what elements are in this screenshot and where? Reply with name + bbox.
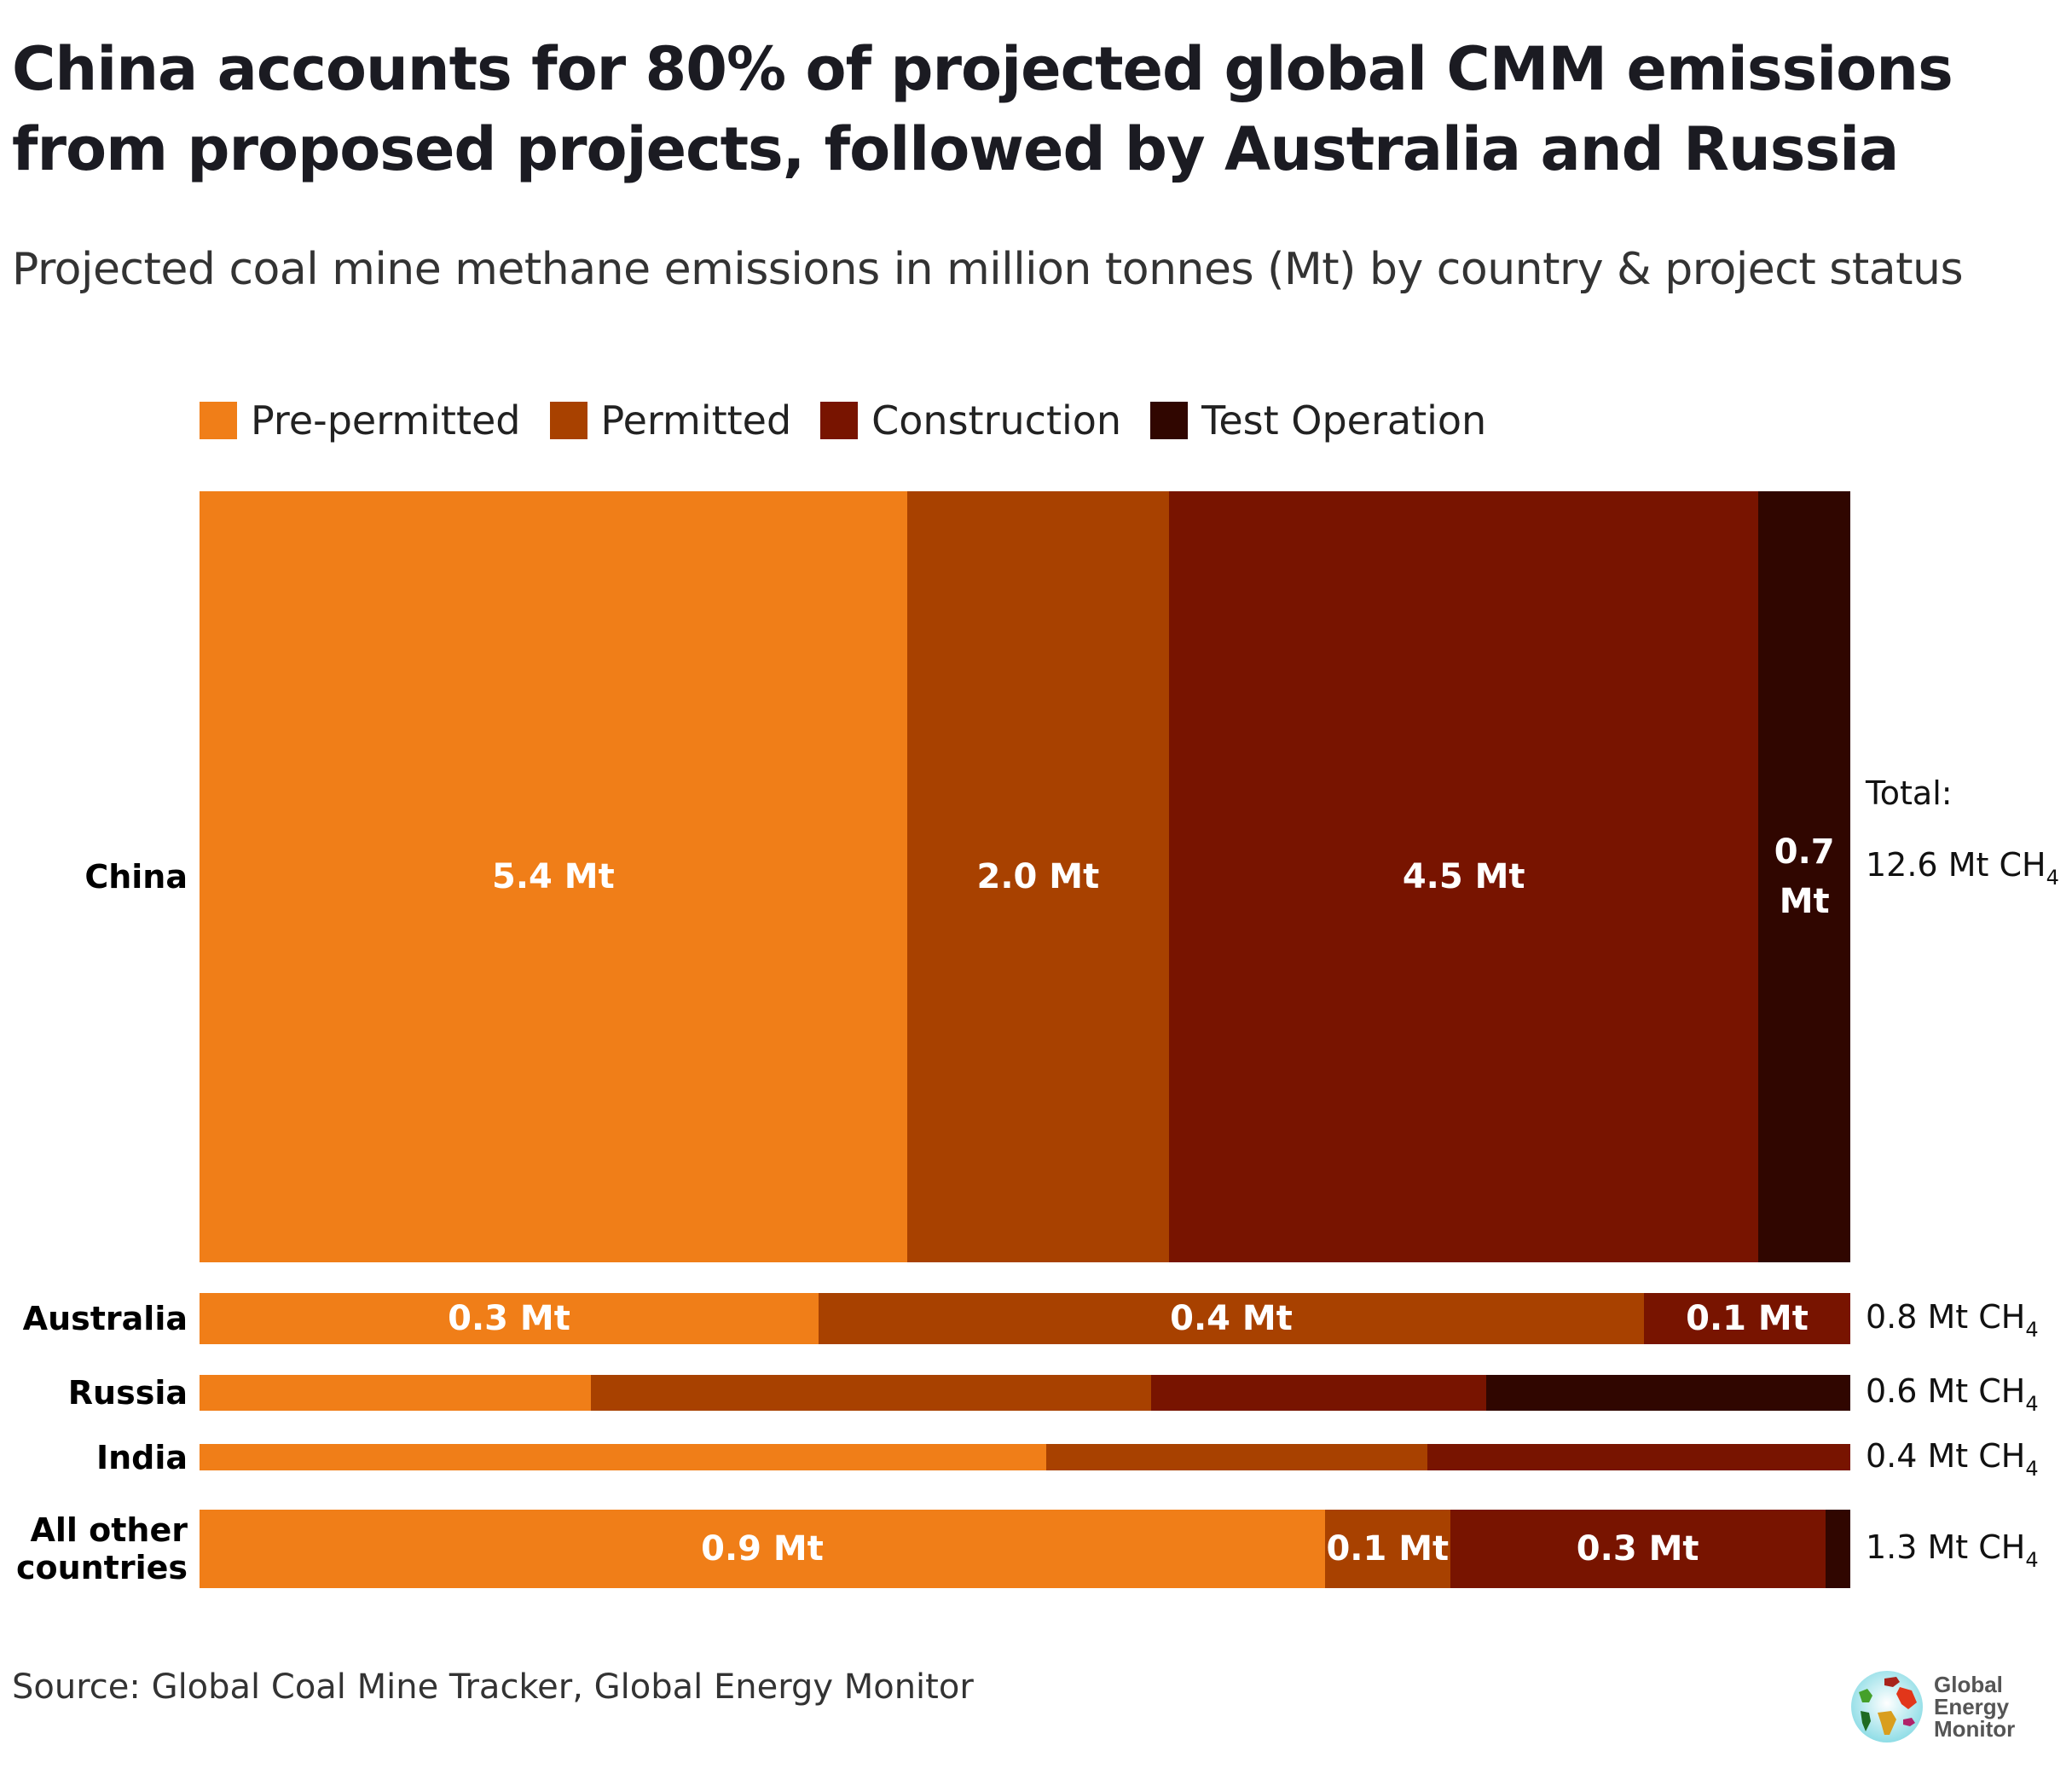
bar-segment-permitted [1045, 1444, 1427, 1470]
total-value: 0.8 Mt CH4 [1866, 1298, 2039, 1342]
bar-segment-permitted: 0.4 Mt [819, 1293, 1644, 1344]
data-label: 0.3 Mt [448, 1299, 570, 1338]
total-label: 0.6 Mt CH4 [1866, 1372, 2039, 1416]
legend-label: Test Operation [1201, 397, 1487, 444]
legend-swatch [1150, 402, 1189, 439]
category-label: India [95, 1438, 188, 1476]
bar-segment-permitted [591, 1375, 1151, 1411]
bar-segment-construction: 0.3 Mt [1450, 1510, 1826, 1588]
bar-segment-test-operation [1825, 1510, 1850, 1588]
bar-segment-construction: 0.1 Mt [1644, 1293, 1850, 1344]
gem-logo-text: Global Energy Monitor [1934, 1673, 2015, 1740]
bar-segment-construction [1150, 1375, 1487, 1411]
logo-line: Energy [1934, 1694, 2010, 1719]
bar-segment-pre-permitted [200, 1375, 592, 1411]
data-label: 0.4 Mt [1170, 1299, 1293, 1338]
data-label: 4.5 Mt [1402, 857, 1525, 896]
legend-label: Construction [871, 397, 1122, 444]
total-value: 12.6 Mt CH4 [1866, 846, 2059, 890]
legend-item: Test Operation [1150, 397, 1486, 444]
data-label: 0.3 Mt [1576, 1529, 1699, 1569]
subscript: 4 [2025, 1456, 2039, 1481]
legend-swatch [820, 402, 859, 439]
data-label: 0.1 Mt [1686, 1299, 1809, 1338]
legend-item: Permitted [549, 397, 792, 444]
total-value: 0.4 Mt CH4 [1866, 1436, 2039, 1481]
bar-india [200, 1444, 1850, 1470]
gem-logo: Global Energy Monitor [1850, 1670, 2015, 1743]
total-label: 0.8 Mt CH4 [1866, 1298, 2039, 1342]
data-label: 0.7 Mt [1774, 832, 1835, 921]
bar-segment-construction: 4.5 Mt [1169, 491, 1759, 1262]
chart-subtitle: Projected coal mine methane emissions in… [12, 244, 1964, 295]
legend: Pre-permitted Permitted Construction Test O… [200, 397, 1515, 444]
bar-segment-permitted: 2.0 Mt [906, 491, 1169, 1262]
category-label: Australia [22, 1300, 188, 1337]
category-label: All other countries [15, 1511, 188, 1586]
data-label: 2.0 Mt [976, 857, 1100, 896]
data-label: 0.1 Mt [1326, 1529, 1450, 1569]
total-prefix: Total: [1866, 774, 1953, 812]
bar-australia: 0.3 Mt 0.4 Mt 0.1 Mt [200, 1293, 1850, 1344]
legend-item: Construction [820, 397, 1121, 444]
subscript: 4 [2046, 866, 2059, 890]
subscript: 4 [2025, 1392, 2039, 1416]
data-label: 5.4 Mt [491, 857, 615, 896]
bar-segment-pre-permitted [200, 1444, 1046, 1470]
bar-china: 5.4 Mt 2.0 Mt 4.5 Mt 0.7 Mt [200, 491, 1850, 1262]
source-note: Source: Global Coal Mine Tracker, Global… [12, 1667, 974, 1707]
subscript: 4 [2025, 1318, 2039, 1342]
bar-russia [200, 1375, 1850, 1411]
legend-item: Pre-permitted [200, 397, 521, 444]
legend-label: Pre-permitted [251, 397, 521, 444]
bar-segment-pre-permitted: 5.4 Mt [200, 491, 907, 1262]
total-label: Total: 12.6 Mt CH4 [1866, 774, 2059, 890]
chart-title: China accounts for 80% of projected glob… [12, 34, 1953, 184]
globe-icon [1851, 1671, 1923, 1743]
category-label: China [84, 858, 188, 896]
bar-segment-test-operation [1486, 1375, 1850, 1411]
data-label: 0.9 Mt [701, 1529, 824, 1569]
total-label: 1.3 Mt CH4 [1866, 1528, 2039, 1572]
bar-all-other-countries: 0.9 Mt 0.1 Mt 0.3 Mt [200, 1510, 1850, 1588]
legend-label: Permitted [600, 397, 792, 444]
bar-segment-pre-permitted: 0.3 Mt [200, 1293, 819, 1344]
bar-segment-test-operation: 0.7 Mt [1758, 491, 1850, 1262]
legend-swatch [200, 402, 237, 439]
total-label: 0.4 Mt CH4 [1866, 1437, 2039, 1481]
bar-segment-pre-permitted: 0.9 Mt [200, 1510, 1325, 1588]
total-value: 0.6 Mt CH4 [1866, 1372, 2039, 1416]
total-value: 1.3 Mt CH4 [1866, 1528, 2039, 1572]
legend-swatch [549, 402, 587, 439]
subscript: 4 [2025, 1548, 2039, 1572]
logo-line: Monitor [1934, 1716, 2016, 1742]
logo-line: Global [1934, 1672, 2003, 1697]
category-label: Russia [67, 1374, 188, 1412]
bar-segment-construction [1427, 1444, 1850, 1470]
bar-segment-permitted: 0.1 Mt [1325, 1510, 1450, 1588]
